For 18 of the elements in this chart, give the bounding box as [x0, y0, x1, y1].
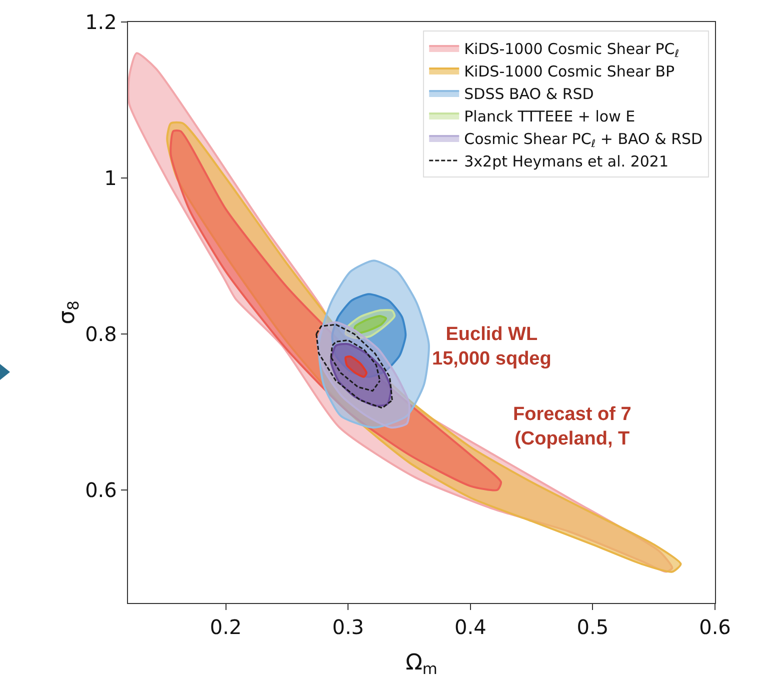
- legend-label: Cosmic Shear PC$_{ℓ}$ + BAO & RSD: [464, 130, 703, 150]
- x-tick-label: 0.3: [332, 615, 364, 640]
- legend-label: 3x2pt Heymans et al. 2021: [464, 152, 669, 170]
- legend-label: Planck TTTEEE + low E: [464, 107, 636, 126]
- legend-label: KiDS-1000 Cosmic Shear PC$_{ℓ}$: [464, 40, 680, 60]
- x-tick-label: 0.6: [699, 615, 731, 640]
- x-tick-label: 0.4: [454, 615, 486, 640]
- legend-label: SDSS BAO & RSD: [464, 84, 594, 103]
- x-tick-label: 0.5: [576, 615, 609, 640]
- y-tick-label: 1.2: [85, 10, 117, 34]
- y-tick-label: 0.8: [85, 322, 117, 346]
- legend-label: KiDS-1000 Cosmic Shear BP: [464, 62, 675, 80]
- y-tick-label: 0.6: [85, 478, 117, 502]
- annotation: Euclid WL 15,000 sqdeg: [432, 324, 552, 370]
- x-tick-label: 0.2: [210, 615, 242, 640]
- y-tick-label: 1: [104, 166, 117, 190]
- annotation: Forecast of 7 (Copeland, T: [513, 404, 632, 450]
- x-axis-title: Ω$_{m}$: [406, 650, 438, 678]
